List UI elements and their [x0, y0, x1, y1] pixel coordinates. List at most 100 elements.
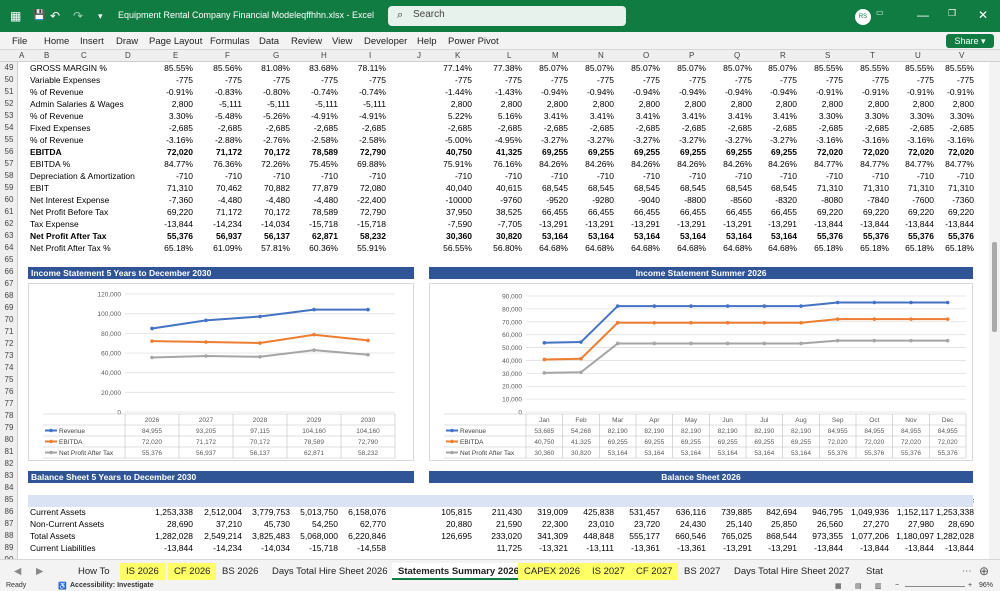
value-cell[interactable]: -775 [956, 75, 974, 85]
value-cell[interactable]: 5.22% [447, 111, 472, 121]
value-cell[interactable]: -775 [550, 75, 568, 85]
value-cell[interactable]: 1,282,028 [155, 531, 193, 541]
value-cell[interactable]: 6,220,846 [348, 531, 386, 541]
value-cell[interactable]: 28,690 [167, 519, 193, 529]
value-cell[interactable]: -3.27% [633, 135, 660, 145]
value-cell[interactable]: 2,800 [912, 99, 934, 109]
minimize-icon[interactable]: — [917, 8, 929, 22]
next-sheet-icon[interactable]: ▶ [36, 566, 44, 577]
value-cell[interactable]: 53,164 [588, 231, 614, 241]
value-cell[interactable]: -1.44% [445, 87, 472, 97]
sheet-tab[interactable]: CF 2027 [630, 563, 679, 580]
value-cell[interactable]: -13,291 [585, 219, 614, 229]
value-cell[interactable]: 23,010 [588, 519, 614, 529]
data-point[interactable] [909, 300, 913, 305]
value-cell[interactable]: -7,590 [447, 219, 472, 229]
value-cell[interactable]: -775 [272, 75, 290, 85]
value-cell[interactable]: 71,310 [908, 183, 934, 193]
value-cell[interactable]: 739,885 [721, 507, 752, 517]
data-point[interactable] [312, 348, 316, 352]
value-cell[interactable]: 425,838 [583, 507, 614, 517]
value-cell[interactable]: 22,300 [542, 519, 568, 529]
data-point[interactable] [204, 318, 208, 323]
redo-icon[interactable]: ↷ [73, 9, 84, 23]
row-number[interactable]: 87 [4, 519, 14, 528]
menu-7[interactable]: Review [291, 36, 323, 47]
data-point[interactable] [909, 317, 913, 321]
value-cell[interactable]: 85.55% [860, 63, 889, 73]
value-cell[interactable]: 85.07% [723, 63, 752, 73]
value-cell[interactable]: 3,825,483 [252, 531, 290, 541]
add-sheet-icon[interactable]: ⊕ [979, 564, 990, 578]
menu-8[interactable]: View [332, 36, 353, 47]
value-cell[interactable]: -0.91% [816, 87, 843, 97]
value-cell[interactable]: 66,455 [680, 207, 706, 217]
value-cell[interactable]: -8320 [775, 195, 797, 205]
value-cell[interactable]: 1,253,338 [155, 507, 193, 517]
value-cell[interactable]: 45,730 [264, 519, 290, 529]
value-cell[interactable]: -775 [175, 75, 193, 85]
sheet-tab[interactable]: BS 2026 [222, 566, 259, 577]
value-cell[interactable]: -7600 [912, 195, 934, 205]
value-cell[interactable]: 1,180,097 [896, 531, 934, 541]
data-point[interactable] [652, 304, 657, 308]
value-cell[interactable]: -0.91% [947, 87, 974, 97]
value-cell[interactable]: 26,560 [817, 519, 843, 529]
row-number[interactable]: 84 [4, 483, 14, 492]
column-header[interactable]: D [125, 51, 131, 60]
row-number[interactable]: 78 [4, 411, 14, 420]
value-cell[interactable]: 84.26% [677, 159, 706, 169]
value-cell[interactable]: -710 [825, 171, 843, 181]
value-cell[interactable]: 77.14% [443, 63, 472, 73]
column-header[interactable]: L [507, 51, 512, 60]
value-cell[interactable]: -14,558 [357, 543, 386, 553]
data-point[interactable] [762, 341, 767, 346]
value-cell[interactable]: -775 [504, 75, 522, 85]
value-cell[interactable]: -775 [454, 75, 472, 85]
value-cell[interactable]: 81.08% [261, 63, 290, 73]
row-label[interactable]: EBIT [30, 183, 49, 193]
value-cell[interactable]: 2,800 [684, 99, 706, 109]
value-cell[interactable]: -13,111 [586, 543, 614, 553]
row-label[interactable]: Fixed Expenses [30, 123, 91, 133]
value-cell[interactable]: 40,615 [496, 183, 522, 193]
value-cell[interactable]: 84.77% [905, 159, 934, 169]
value-cell[interactable]: 56.80% [493, 243, 522, 253]
value-cell[interactable]: 25,140 [726, 519, 752, 529]
column-header[interactable]: M [552, 51, 559, 60]
value-cell[interactable]: -710 [779, 171, 797, 181]
row-label[interactable]: Net Profit After Tax % [30, 243, 111, 253]
data-point[interactable] [799, 320, 803, 325]
row-label[interactable]: Net Profit Before Tax [30, 207, 109, 217]
row-number[interactable]: 65 [4, 255, 14, 264]
menu-0[interactable]: File [12, 36, 28, 47]
row-number[interactable]: 69 [4, 303, 14, 312]
vertical-scrollbar[interactable] [989, 62, 1000, 559]
data-point[interactable] [150, 339, 154, 343]
row-number[interactable]: 76 [4, 387, 14, 396]
value-cell[interactable]: 71,310 [948, 183, 974, 193]
value-cell[interactable]: -13,361 [631, 543, 660, 553]
value-cell[interactable]: -710 [224, 171, 242, 181]
row-label[interactable]: EBITDA [30, 147, 62, 157]
data-point[interactable] [204, 354, 208, 358]
value-cell[interactable]: 66,455 [771, 207, 797, 217]
value-cell[interactable]: 69,220 [863, 207, 889, 217]
value-cell[interactable]: 75.91% [443, 159, 472, 169]
column-header[interactable]: B [44, 51, 50, 60]
value-cell[interactable]: -2,685 [361, 123, 386, 133]
value-cell[interactable]: 2,800 [171, 99, 193, 109]
zoom-in-icon[interactable]: + [968, 582, 973, 589]
data-point[interactable] [366, 352, 370, 357]
page-break-icon[interactable]: ▥ [875, 583, 882, 590]
value-cell[interactable]: 69,255 [542, 147, 568, 157]
value-cell[interactable]: 66,455 [634, 207, 660, 217]
value-cell[interactable]: -13,291 [677, 219, 706, 229]
value-cell[interactable]: -13,291 [768, 219, 797, 229]
value-cell[interactable]: -9040 [638, 195, 660, 205]
value-cell[interactable]: 65.18% [860, 243, 889, 253]
value-cell[interactable]: 58,232 [360, 231, 386, 241]
ribbon-display-icon[interactable]: ▭ [876, 8, 884, 17]
value-cell[interactable]: -4,480 [217, 195, 242, 205]
value-cell[interactable]: 27,980 [908, 519, 934, 529]
